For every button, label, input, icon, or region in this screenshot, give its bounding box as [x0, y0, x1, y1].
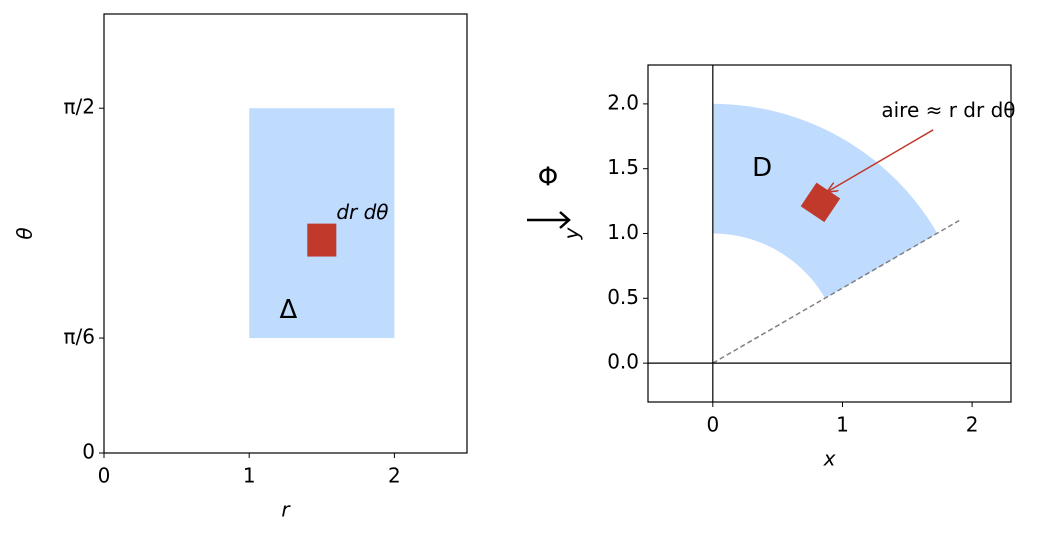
element-label: dr dθ	[336, 200, 388, 224]
x-tick-label: 1	[243, 464, 256, 488]
y-axis-label: y	[560, 226, 584, 240]
x-tick-label: 0	[706, 413, 719, 437]
x-tick-label: 2	[966, 413, 979, 437]
region-label: D	[752, 153, 772, 183]
region-label: Δ	[280, 295, 298, 325]
y-tick-label: 2.0	[607, 90, 639, 114]
x-axis-label: r	[281, 498, 291, 522]
x-tick-label: 2	[388, 464, 401, 488]
y-tick-label: 0	[82, 440, 95, 464]
plot-frame	[103, 13, 468, 454]
x-axis-label: x	[823, 447, 836, 471]
y-axis-label: θ	[13, 227, 37, 239]
y-tick-label: 1.5	[607, 155, 639, 179]
y-tick-label: 0.0	[607, 350, 639, 374]
region	[249, 108, 395, 339]
map-arrow	[527, 211, 571, 229]
y-tick-label: π/2	[63, 95, 95, 119]
annotation-arrow	[827, 129, 934, 192]
area-element	[307, 223, 337, 257]
map-label: Φ	[538, 163, 558, 193]
x-tick-label: 1	[836, 413, 849, 437]
y-tick-label: 0.5	[607, 285, 639, 309]
y-tick-label: 1.0	[607, 220, 639, 244]
annotation: aire ≈ r dr dθ	[881, 98, 1015, 122]
x-tick-label: 0	[98, 464, 111, 488]
y-tick-label: π/6	[63, 325, 95, 349]
